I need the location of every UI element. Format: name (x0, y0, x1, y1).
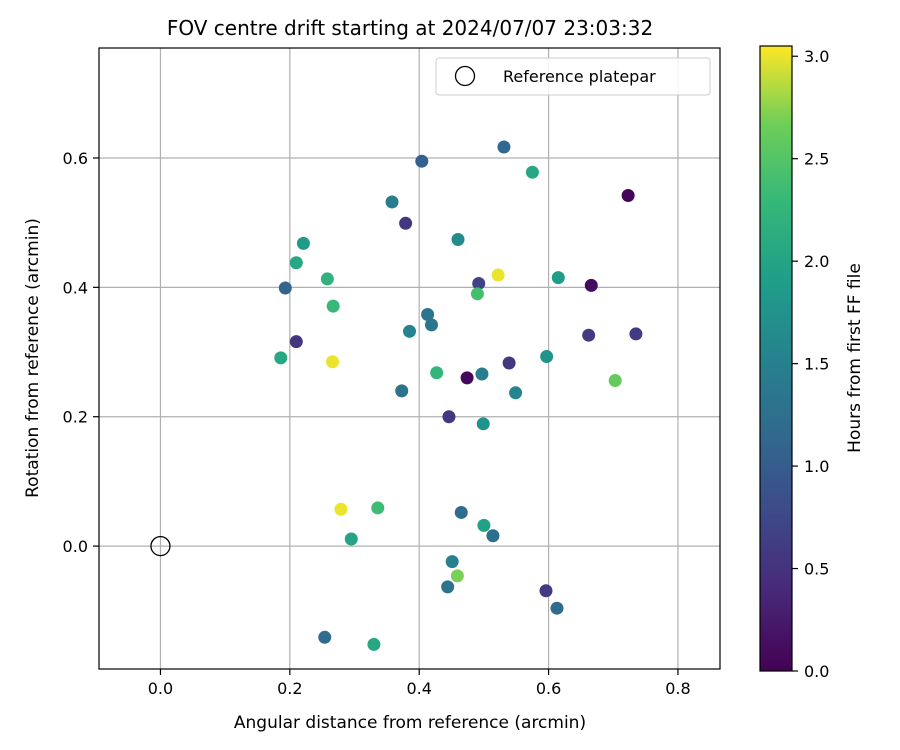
scatter-point (450, 569, 464, 583)
scatter-point (403, 324, 416, 338)
y-axis-label: Rotation from reference (arcmin) (23, 218, 43, 498)
scatter-point (475, 367, 489, 381)
scatter-point (477, 518, 491, 532)
colorbar-tick-label: 2.0 (804, 252, 829, 271)
scatter-point (318, 630, 332, 644)
colorbar: 0.0 0.5 1.0 1.5 2.0 2.5 3.0 Hours from first F… (759, 45, 865, 681)
scatter-point (430, 366, 444, 380)
scatter-point (539, 584, 553, 598)
scatter-point (502, 356, 516, 370)
scatter-point (395, 384, 409, 398)
scatter-point (445, 555, 459, 569)
scatter-point (385, 195, 399, 209)
scatter-point (621, 188, 635, 202)
scatter-point (442, 410, 456, 424)
scatter-point (454, 505, 468, 519)
scatter-point (509, 386, 523, 400)
reference-layer (150, 535, 171, 557)
plot-frame (98, 47, 721, 670)
x-tick-label: 0.0 (148, 679, 173, 698)
scatter-point (367, 637, 381, 651)
scatter-point (415, 154, 429, 168)
legend-label: Reference platepar (503, 67, 656, 86)
scatter-point (584, 278, 598, 292)
scatter-point (371, 501, 385, 515)
scatter-point (608, 373, 622, 387)
colorbar-tick-label: 1.5 (804, 355, 829, 374)
colorbar-label: Hours from first FF file (845, 263, 865, 453)
scatter-point (289, 256, 303, 270)
x-axis-label: Angular distance from reference (arcmin) (234, 713, 586, 733)
x-axis-ticks: 0.0 0.2 0.4 0.6 0.8 (148, 669, 691, 698)
x-tick-label: 0.8 (665, 679, 690, 698)
legend-open-circle-icon (454, 65, 476, 87)
scatter-point (491, 268, 505, 282)
scatter-point (296, 236, 310, 250)
x-tick-label: 0.2 (277, 679, 302, 698)
grid (99, 48, 720, 669)
scatter-point (470, 287, 484, 301)
scatter-point (451, 232, 465, 246)
y-tick-label: 0.4 (63, 278, 88, 297)
scatter-point (472, 276, 486, 290)
colorbar-tick-label: 0.0 (804, 662, 829, 681)
y-tick-label: 0.0 (63, 537, 88, 556)
scatter-point (334, 502, 348, 516)
scatter-point (326, 355, 340, 369)
scatter-point (326, 299, 340, 313)
y-tick-label: 0.2 (63, 408, 88, 427)
scatter-point (421, 308, 435, 322)
scatter-point (441, 580, 455, 594)
scatter-point (551, 271, 565, 285)
scatter-point (344, 532, 358, 546)
x-tick-label: 0.4 (406, 679, 431, 698)
legend-box (435, 57, 711, 96)
scatter-point (550, 601, 564, 615)
chart-title: FOV centre drift starting at 2024/07/07 … (167, 16, 653, 40)
colorbar-ticks: 0.0 0.5 1.0 1.5 2.0 2.5 3.0 (792, 47, 829, 681)
legend: Reference platepar (435, 57, 711, 96)
colorbar-tick-label: 1.0 (804, 457, 829, 476)
scatter-point (424, 318, 438, 332)
scatter-point (582, 328, 596, 342)
scatter-point (476, 417, 490, 431)
colorbar-tick-label: 0.5 (804, 560, 829, 579)
colorbar-tick-label: 2.5 (804, 150, 829, 169)
colorbar-gradient (760, 46, 792, 671)
scatter-point (399, 216, 413, 230)
scatter-point (320, 272, 334, 286)
scatter-point (497, 140, 511, 154)
colorbar-frame (759, 45, 793, 672)
scatter-point (278, 281, 292, 295)
scatter-points (274, 140, 643, 651)
x-tick-label: 0.6 (536, 679, 561, 698)
colorbar-tick-label: 3.0 (804, 47, 829, 66)
scatter-point (540, 350, 554, 364)
scatter-point (274, 351, 288, 365)
y-tick-label: 0.6 (63, 149, 88, 168)
y-axis-ticks: 0.0 0.2 0.4 0.6 (63, 149, 99, 556)
reference-platepar-marker (150, 535, 171, 557)
scatter-point (289, 335, 303, 349)
scatter-point (525, 165, 539, 179)
scatter-point (460, 371, 474, 385)
scatter-point (629, 327, 643, 341)
scatter-point (486, 529, 500, 543)
